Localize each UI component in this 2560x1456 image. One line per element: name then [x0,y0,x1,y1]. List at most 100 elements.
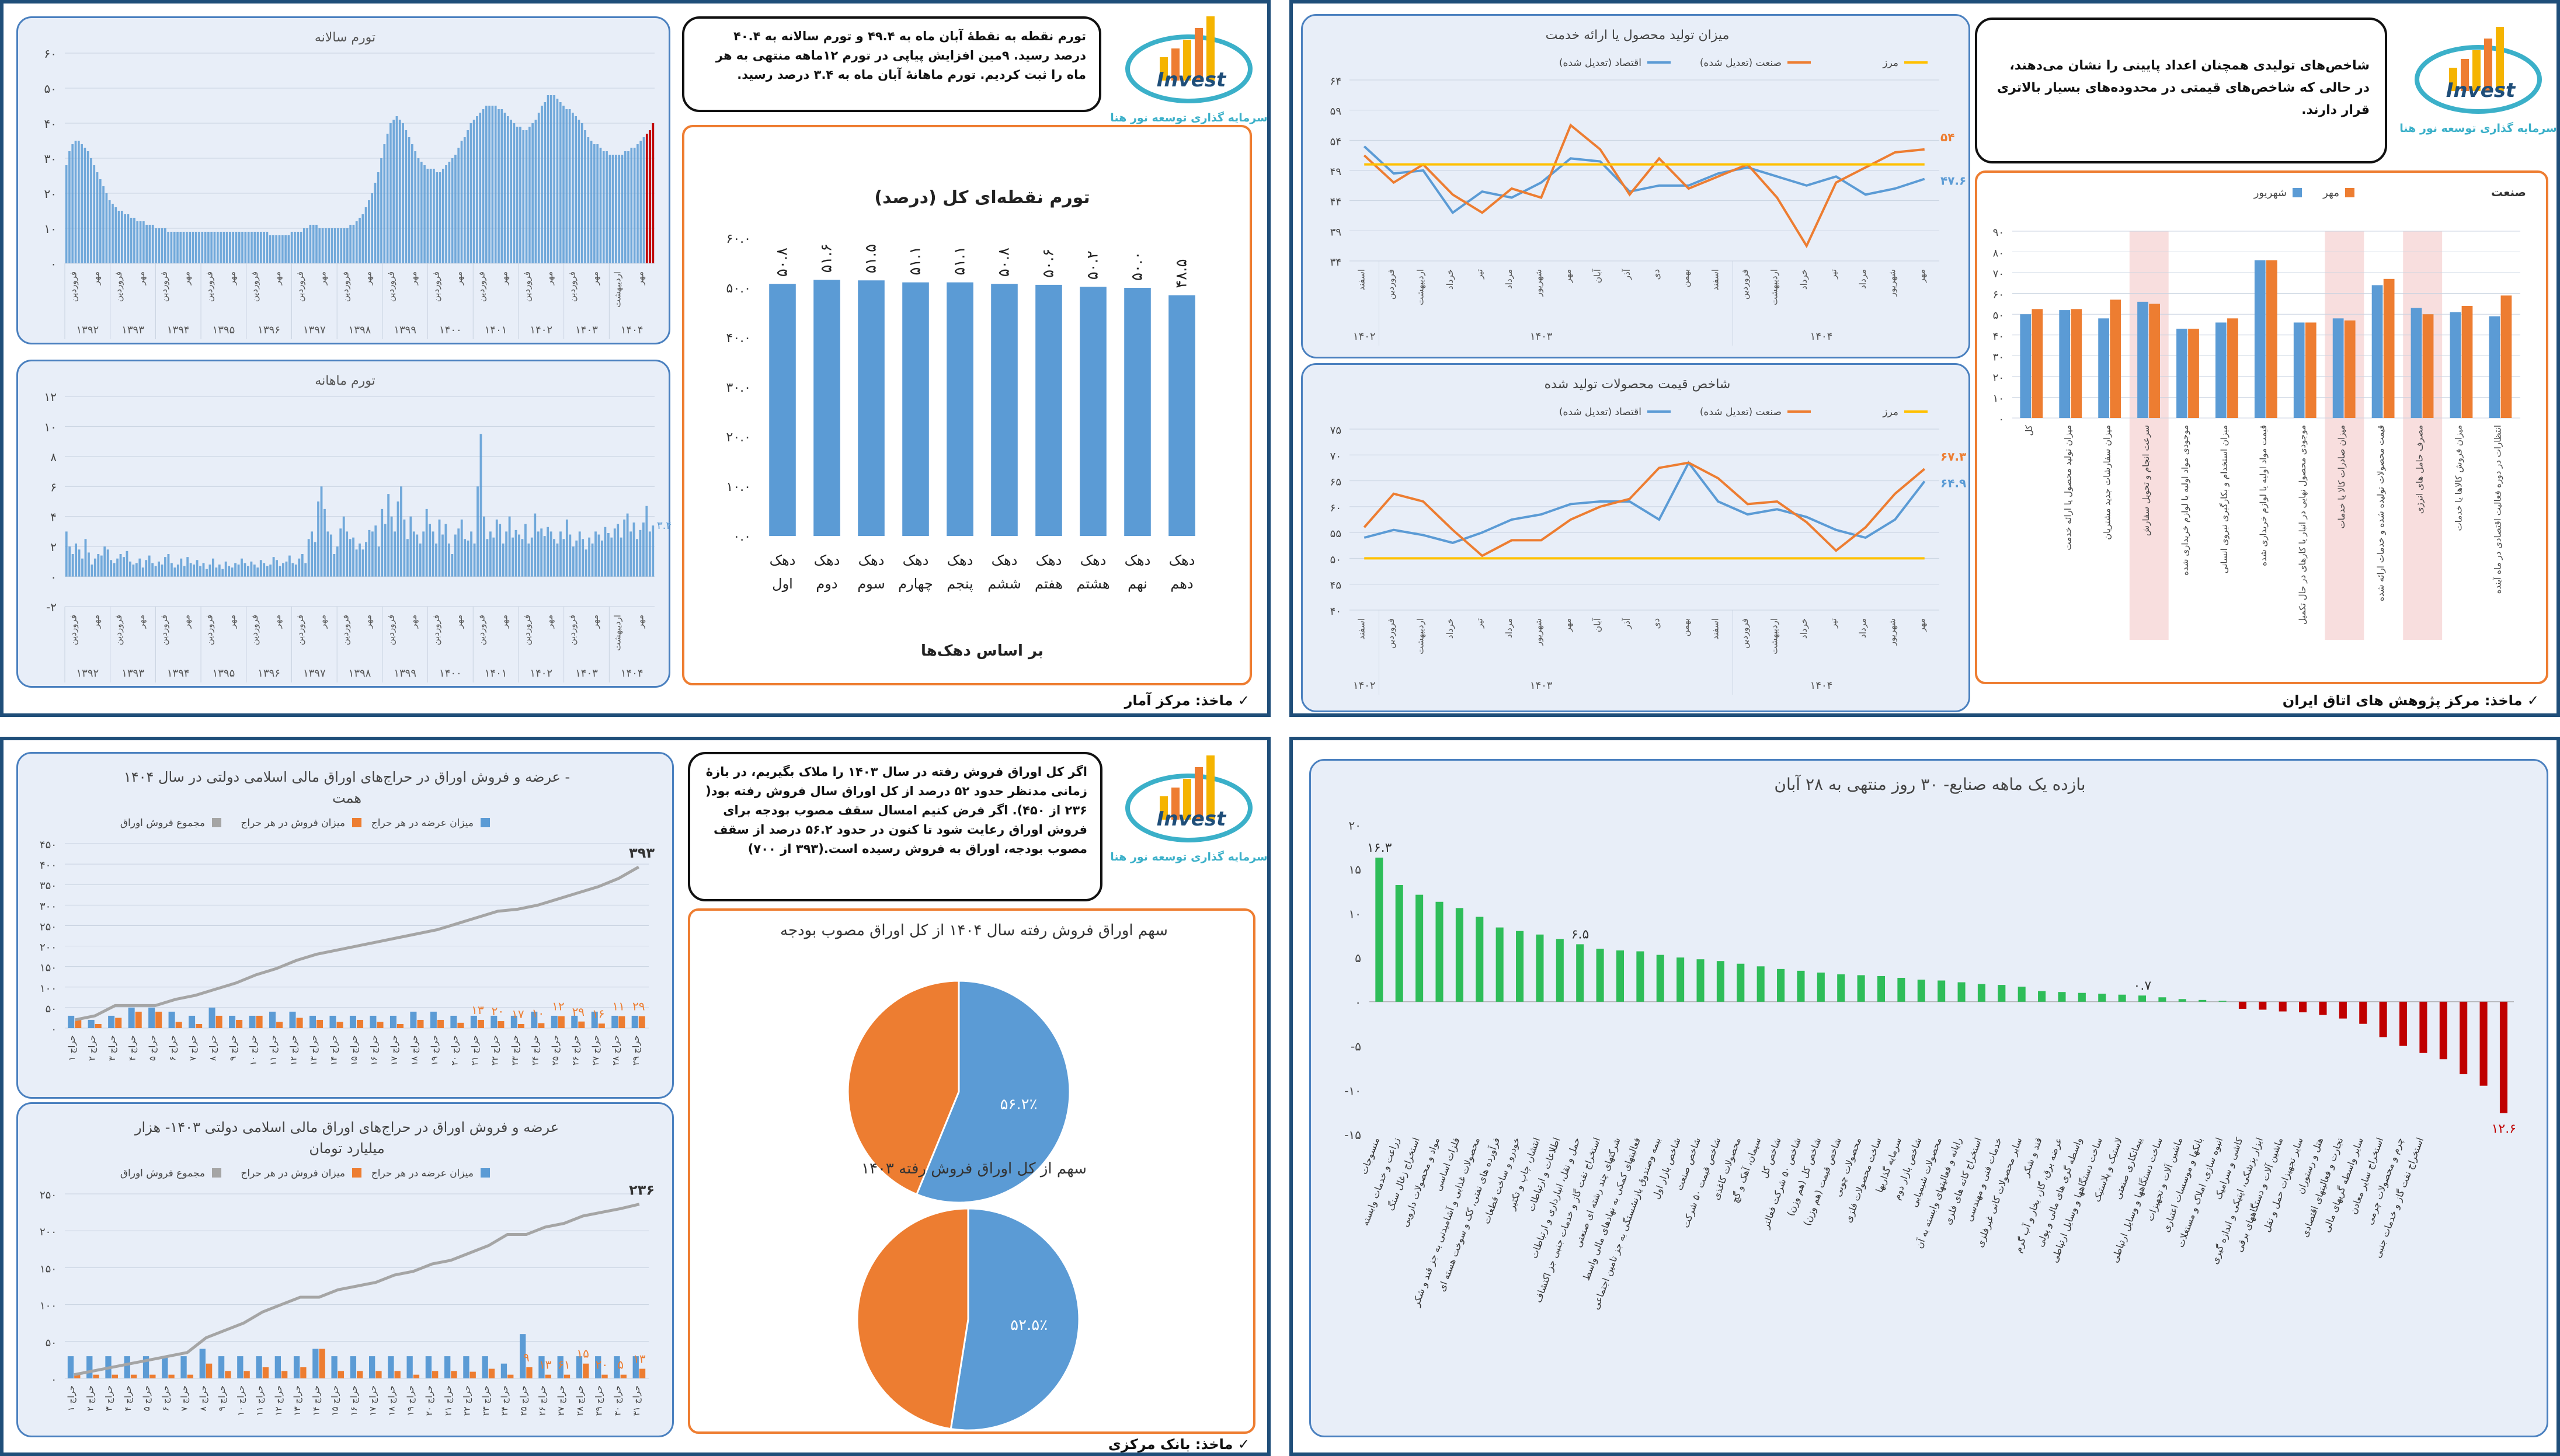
x-category-label: حراج ۲۰ [449,1035,460,1065]
bar [422,531,425,577]
legend-swatch [2293,188,2302,197]
bar-offer [388,1356,394,1378]
bar [346,531,349,577]
x-month-label: اردیبهشت [613,271,623,308]
decile-ytick: ۲۰.۰ [726,430,751,445]
legend-swatch [481,818,490,827]
bar [355,549,358,577]
bar [618,155,621,263]
x-category-label: میزان استخدام و بکارگیری نیروی انسانی [2219,425,2229,573]
bar [519,127,521,263]
bar [599,148,602,263]
bar [359,544,361,577]
bar-mehr [2500,295,2512,418]
bar [275,235,278,263]
bar [182,232,185,263]
bar [173,567,176,577]
bar [652,123,655,263]
x-category-label: حراج ۳۰ [613,1385,624,1416]
bar [547,527,549,577]
bonds_1403-ytick: ۱۵۰ [40,1263,57,1275]
x-month-label: دی [1651,269,1661,280]
x-year-label: ۱۳۹۷ [303,667,326,680]
industry-ytick: ۶۰ [1993,289,2004,301]
bar [297,232,300,263]
bonds_1404-ytick: ۵۰ [46,1003,57,1015]
bar [215,567,218,577]
x-month-label: مرداد [1858,618,1868,638]
decile-bar [1080,287,1107,536]
bar-offer [370,1015,377,1028]
chart-title: صنعت [2491,185,2526,199]
bar [364,207,367,263]
bar [86,151,89,263]
bar [508,516,511,577]
bar [119,554,122,577]
bar [470,531,472,577]
bar [584,130,586,263]
bar [110,560,113,577]
bar-mehr [2461,306,2473,418]
x-month-label: خرداد [1799,269,1809,290]
end-value-label: ۵۴ [1940,130,1954,144]
industry-ytick: ۸۰ [1993,248,2004,260]
pmi_price-ytick: ۴۰ [1330,605,1341,618]
bar-offer [142,1356,149,1378]
return-bar [1817,972,1825,1002]
decile-x-label: دهک [814,552,840,569]
bar-sold [75,1019,82,1028]
bar [276,560,278,577]
monthly-inflation-chart: تورم ماهانه -۲ ۰ ۲ ۴ ۶ ۸ ۱۰ ۱۲ فروردین مهر فروردین م… [44,374,672,682]
bar [639,141,642,263]
logo-q2: Invest سرمایه گذاری توسعه نور هنا [2399,21,2557,138]
bar-sold [507,1374,514,1378]
pie-slice [847,980,960,1196]
bar-shahrivar [2371,285,2383,418]
bar [594,531,597,577]
bar-mehr [2422,314,2434,418]
bar [186,557,189,577]
return-bar [2499,1001,2507,1113]
bar [158,561,160,577]
bar [352,225,355,263]
bar [237,565,240,577]
bar-sold [526,1367,533,1378]
pie-value-label: ۵۲.۵٪ [1010,1316,1048,1334]
x-month-label: بهمن [1681,269,1691,287]
decile-x-label: دهک [903,552,929,569]
bar [464,539,467,577]
x-category-label: حراج ۹ [217,1385,228,1411]
bar-sold [130,1374,137,1378]
bar [193,565,196,577]
bar [374,525,377,577]
decile-bar [813,280,840,536]
x-month-label: فروردین [567,271,578,302]
bar-shahrivar [2254,260,2266,418]
x-category-label: حراج ۱۹ [405,1385,416,1416]
bar [482,109,485,263]
x-category-label: حراج ۲۰ [424,1385,435,1416]
bar [516,127,519,263]
bar [132,565,135,577]
bar-offer [67,1356,74,1378]
return-bar [2138,995,2147,1002]
bonds_1403-ytick: ۲۵۰ [40,1189,57,1201]
x-category-label: حراج ۱۵ [349,1035,360,1065]
legend-label: مهر [2322,187,2339,199]
bar [479,113,482,263]
bar [124,214,126,263]
x-month-label: خرداد [1445,269,1455,290]
bar [626,513,629,577]
bar-sold [618,1016,625,1028]
bar [349,539,352,577]
bar [582,539,585,577]
bar [559,531,562,577]
bar [590,141,593,263]
bar [394,531,396,577]
bar-sold [601,1374,608,1378]
bar [483,516,485,577]
x-category-label: حراج ۱ [67,1035,78,1061]
highlight-band [2403,231,2443,640]
bar-sold [149,1374,156,1378]
bar [405,130,408,263]
